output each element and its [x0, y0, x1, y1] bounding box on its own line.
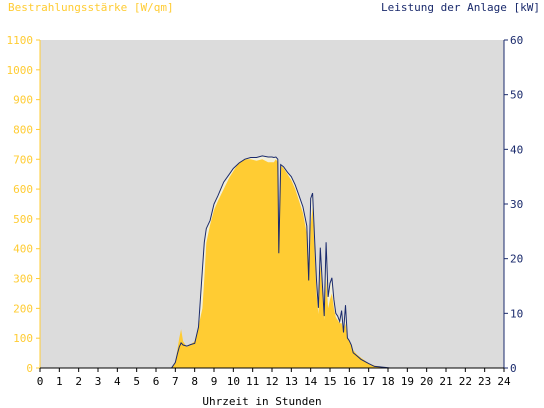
x-tick-label: 6: [153, 375, 160, 388]
right-tick-label: 50: [510, 89, 523, 102]
x-tick-label: 12: [265, 375, 278, 388]
right-axis-title: Leistung der Anlage [kW]: [381, 1, 540, 14]
left-tick-label: 600: [13, 183, 33, 196]
x-axis-title: Uhrzeit in Stunden: [202, 395, 321, 408]
left-tick-label: 400: [13, 243, 33, 256]
left-tick-label: 1000: [7, 64, 34, 77]
left-tick-label: 1100: [7, 34, 34, 47]
left-tick-label: 0: [26, 362, 33, 375]
right-tick-label: 60: [510, 34, 523, 47]
x-tick-label: 22: [459, 375, 472, 388]
x-tick-label: 4: [114, 375, 121, 388]
irradiance-area: [40, 159, 504, 368]
power-line: [40, 155, 504, 369]
x-tick-label: 5: [133, 375, 140, 388]
x-tick-label: 2: [75, 375, 82, 388]
right-tick-label: 0: [510, 362, 517, 375]
x-tick-label: 7: [172, 375, 179, 388]
x-tick-label: 1: [56, 375, 63, 388]
x-tick-label: 16: [343, 375, 356, 388]
left-tick-label: 100: [13, 332, 33, 345]
right-tick-label: 10: [510, 307, 523, 320]
left-axis-title: Bestrahlungsstärke [W/qm]: [8, 1, 174, 14]
left-tick-label: 700: [13, 153, 33, 166]
x-tick-label: 8: [191, 375, 198, 388]
x-tick-label: 10: [227, 375, 240, 388]
left-tick-label: 300: [13, 273, 33, 286]
x-tick-label: 14: [304, 375, 318, 388]
x-tick-label: 0: [37, 375, 44, 388]
x-tick-label: 17: [362, 375, 375, 388]
left-tick-label: 500: [13, 213, 33, 226]
left-tick-label: 800: [13, 123, 33, 136]
x-tick-label: 19: [401, 375, 414, 388]
x-tick-label: 13: [285, 375, 298, 388]
x-tick-label: 20: [420, 375, 433, 388]
right-tick-label: 40: [510, 143, 523, 156]
left-tick-label: 200: [13, 302, 33, 315]
right-tick-label: 20: [510, 253, 523, 266]
x-tick-label: 18: [381, 375, 394, 388]
right-tick-label: 30: [510, 198, 523, 211]
left-tick-label: 900: [13, 94, 33, 107]
x-tick-label: 24: [497, 375, 511, 388]
x-tick-label: 9: [211, 375, 218, 388]
x-tick-label: 15: [323, 375, 336, 388]
x-tick-label: 3: [95, 375, 102, 388]
x-tick-label: 23: [478, 375, 491, 388]
x-tick-label: 21: [439, 375, 452, 388]
x-tick-label: 11: [246, 375, 259, 388]
